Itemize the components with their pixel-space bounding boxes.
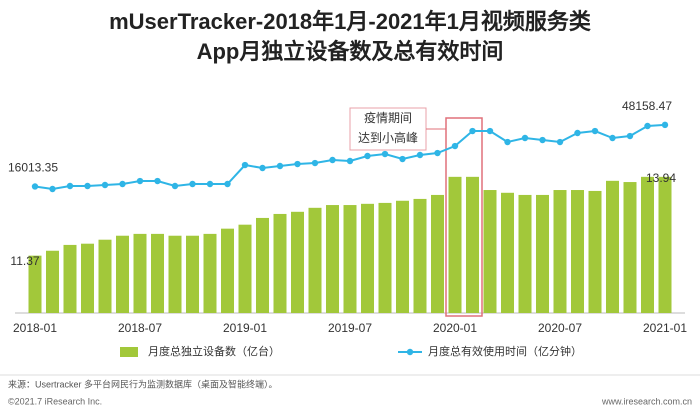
bar [186,235,199,313]
bar [623,182,637,313]
highlight-box [445,117,483,317]
bar [553,190,567,313]
bar [63,244,77,313]
line-point [346,157,354,165]
legend-label: 月度总独立设备数（亿台） [148,344,280,358]
bar [518,194,532,313]
x-tick-label: 2019-07 [328,321,372,335]
bar [326,205,339,313]
bar [378,202,392,313]
line-point [451,142,459,150]
line-point [504,138,511,146]
data-label: 16013.35 [8,161,58,175]
bar [571,190,584,313]
bar [221,228,234,313]
line-point [206,180,214,188]
line-point [241,161,249,169]
bar [466,176,479,313]
bar [641,176,654,313]
line-point [556,138,564,146]
line-point [259,164,266,172]
source: 来源：Usertracker 多平台网民行为监测数据库（桌面及智能终端）。 [8,378,278,389]
line-point [276,162,284,170]
annotation: 疫情期间 [364,110,412,125]
bar [151,233,164,313]
bar [588,190,602,313]
line-point [626,132,634,140]
line-point [49,185,56,193]
x-tick-label: 2019-01 [223,321,267,335]
line-point [119,180,126,188]
bar [273,213,287,313]
bar [658,176,672,313]
line-point [574,129,581,137]
legend-swatch [120,347,138,357]
chart-title: App月独立设备数及总有效时间 [197,39,504,64]
line-point [189,180,196,188]
line-point [364,152,371,160]
line-point [66,182,74,190]
line-point [101,181,109,189]
line-point [644,122,651,130]
bar [448,176,462,313]
line-point [136,177,144,185]
x-tick-label: 2018-01 [13,321,57,335]
line-point [539,136,546,144]
line-point [416,151,424,159]
bar [483,190,497,313]
bar [536,194,549,313]
x-tick-label: 2020-07 [538,321,582,335]
line-point [311,159,319,167]
legend-label: 月度总有效使用时间（亿分钟） [428,344,582,358]
line-point [31,183,39,190]
line-point [399,155,406,163]
annotation: 达到小高峰 [358,130,418,145]
x-tick-label: 2021-01 [643,321,687,335]
footer: www.iresearch.com.cn [601,396,692,406]
chart-title: mUserTracker-2018年1月-2021年1月视频服务类 [109,9,592,34]
bar [291,211,304,313]
x-tick-label: 2020-01 [433,321,477,335]
footer: ©2021.7 iResearch Inc. [8,396,102,406]
data-label: 13.94 [646,171,676,185]
bar [606,180,619,313]
line-point [294,160,301,168]
annotation-box [349,107,427,151]
bar [203,233,217,313]
legend-swatch [406,348,414,356]
line-point [224,180,231,188]
line-point [609,134,616,142]
bar [133,233,147,313]
bar [256,217,269,313]
line-point [521,134,529,142]
bar [396,200,409,313]
bar [501,192,514,313]
line-point [381,150,389,158]
x-tick-label: 2018-07 [118,321,162,335]
bar [343,205,357,313]
bar [168,235,182,313]
line-point [434,149,441,157]
line-point [154,177,161,185]
bar [81,243,94,313]
bar [238,224,252,313]
bar [28,255,42,313]
bar [116,235,129,313]
line-point [486,127,494,135]
bar [46,250,59,313]
bar [98,239,112,313]
line-point [84,182,91,190]
bar [413,198,427,313]
bar [361,203,374,313]
line-point [171,182,179,190]
data-label: 48158.47 [622,99,672,113]
line-point [591,127,599,135]
line-point [661,121,669,129]
data-label: 11.37 [10,254,39,268]
line-point [469,127,476,135]
bar [308,207,322,313]
line-point [329,156,336,164]
bar [431,194,444,313]
